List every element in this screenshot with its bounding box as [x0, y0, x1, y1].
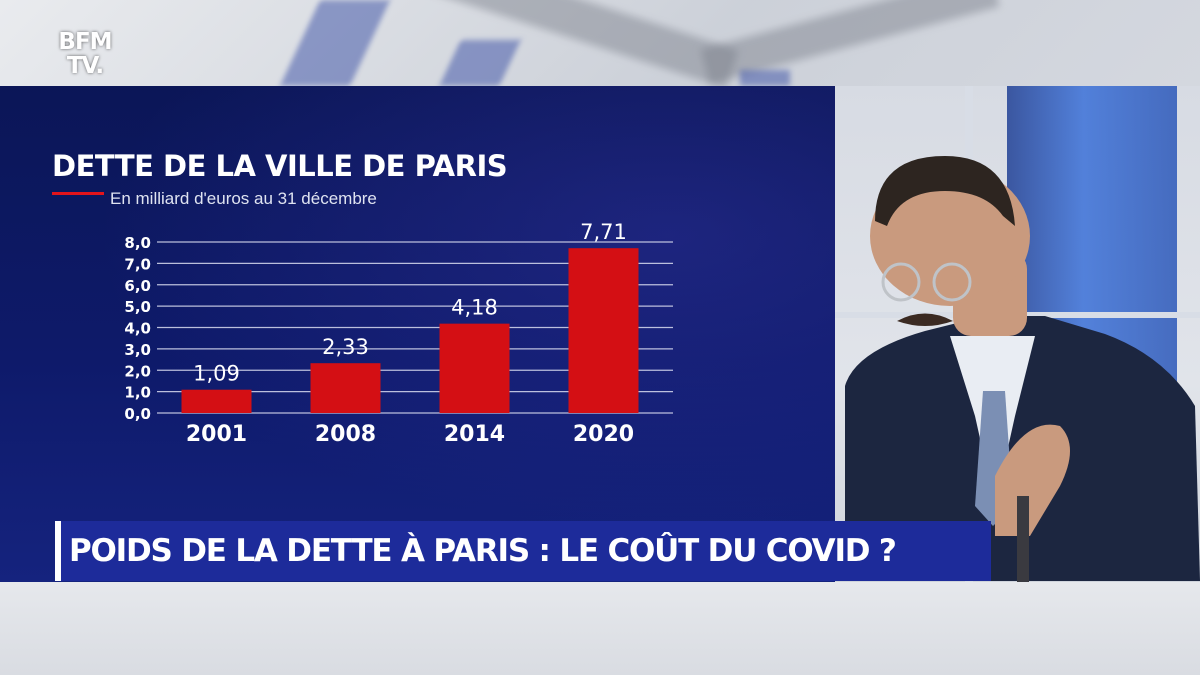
- x-tick-label: 2020: [573, 422, 634, 447]
- chart-title: DETTE DE LA VILLE DE PARIS: [52, 149, 508, 183]
- presenter-figure: [845, 156, 1200, 582]
- data-label: 2,33: [322, 335, 369, 359]
- y-tick-label: 1,0: [124, 384, 151, 402]
- y-tick-label: 0,0: [124, 405, 151, 423]
- headline-banner: POIDS DE LA DETTE À PARIS : LE COÛT DU C…: [55, 521, 991, 581]
- bottom-band: [0, 582, 1200, 675]
- y-tick-label: 3,0: [124, 341, 151, 359]
- bar: [310, 363, 381, 413]
- y-tick-label: 7,0: [124, 255, 151, 273]
- bar: [568, 248, 639, 413]
- logo-line-1: BFM: [58, 29, 112, 55]
- y-tick-label: 6,0: [124, 277, 151, 295]
- data-label: 4,18: [451, 296, 498, 320]
- data-label: 7,71: [580, 220, 627, 244]
- subtitle-rule: [52, 192, 104, 195]
- x-tick-label: 2014: [444, 422, 505, 447]
- x-tick-label: 2001: [186, 422, 247, 447]
- logo-line-2: TV.: [66, 53, 104, 79]
- bar: [181, 389, 252, 413]
- y-tick-label: 5,0: [124, 298, 151, 316]
- y-tick-label: 2,0: [124, 362, 151, 380]
- y-tick-label: 8,0: [124, 234, 151, 252]
- x-tick-label: 2008: [315, 422, 376, 447]
- headline-text: POIDS DE LA DETTE À PARIS : LE COÛT DU C…: [69, 533, 897, 569]
- presenter-video: [835, 86, 1200, 582]
- data-label: 1,09: [193, 362, 240, 386]
- chart-subtitle: En milliard d'euros au 31 décembre: [110, 189, 377, 208]
- y-tick-label: 4,0: [124, 320, 151, 338]
- bar-chart: 0,0 1,0 2,0 3,0 4,0 5,0 6,0 7,0 8,0 1,09 2001 2,33 2…: [124, 220, 673, 447]
- bfmtv-logo: BFM TV.: [52, 30, 118, 78]
- bar: [439, 323, 510, 413]
- chart-panel: DETTE DE LA VILLE DE PARIS En milliard d…: [0, 86, 835, 582]
